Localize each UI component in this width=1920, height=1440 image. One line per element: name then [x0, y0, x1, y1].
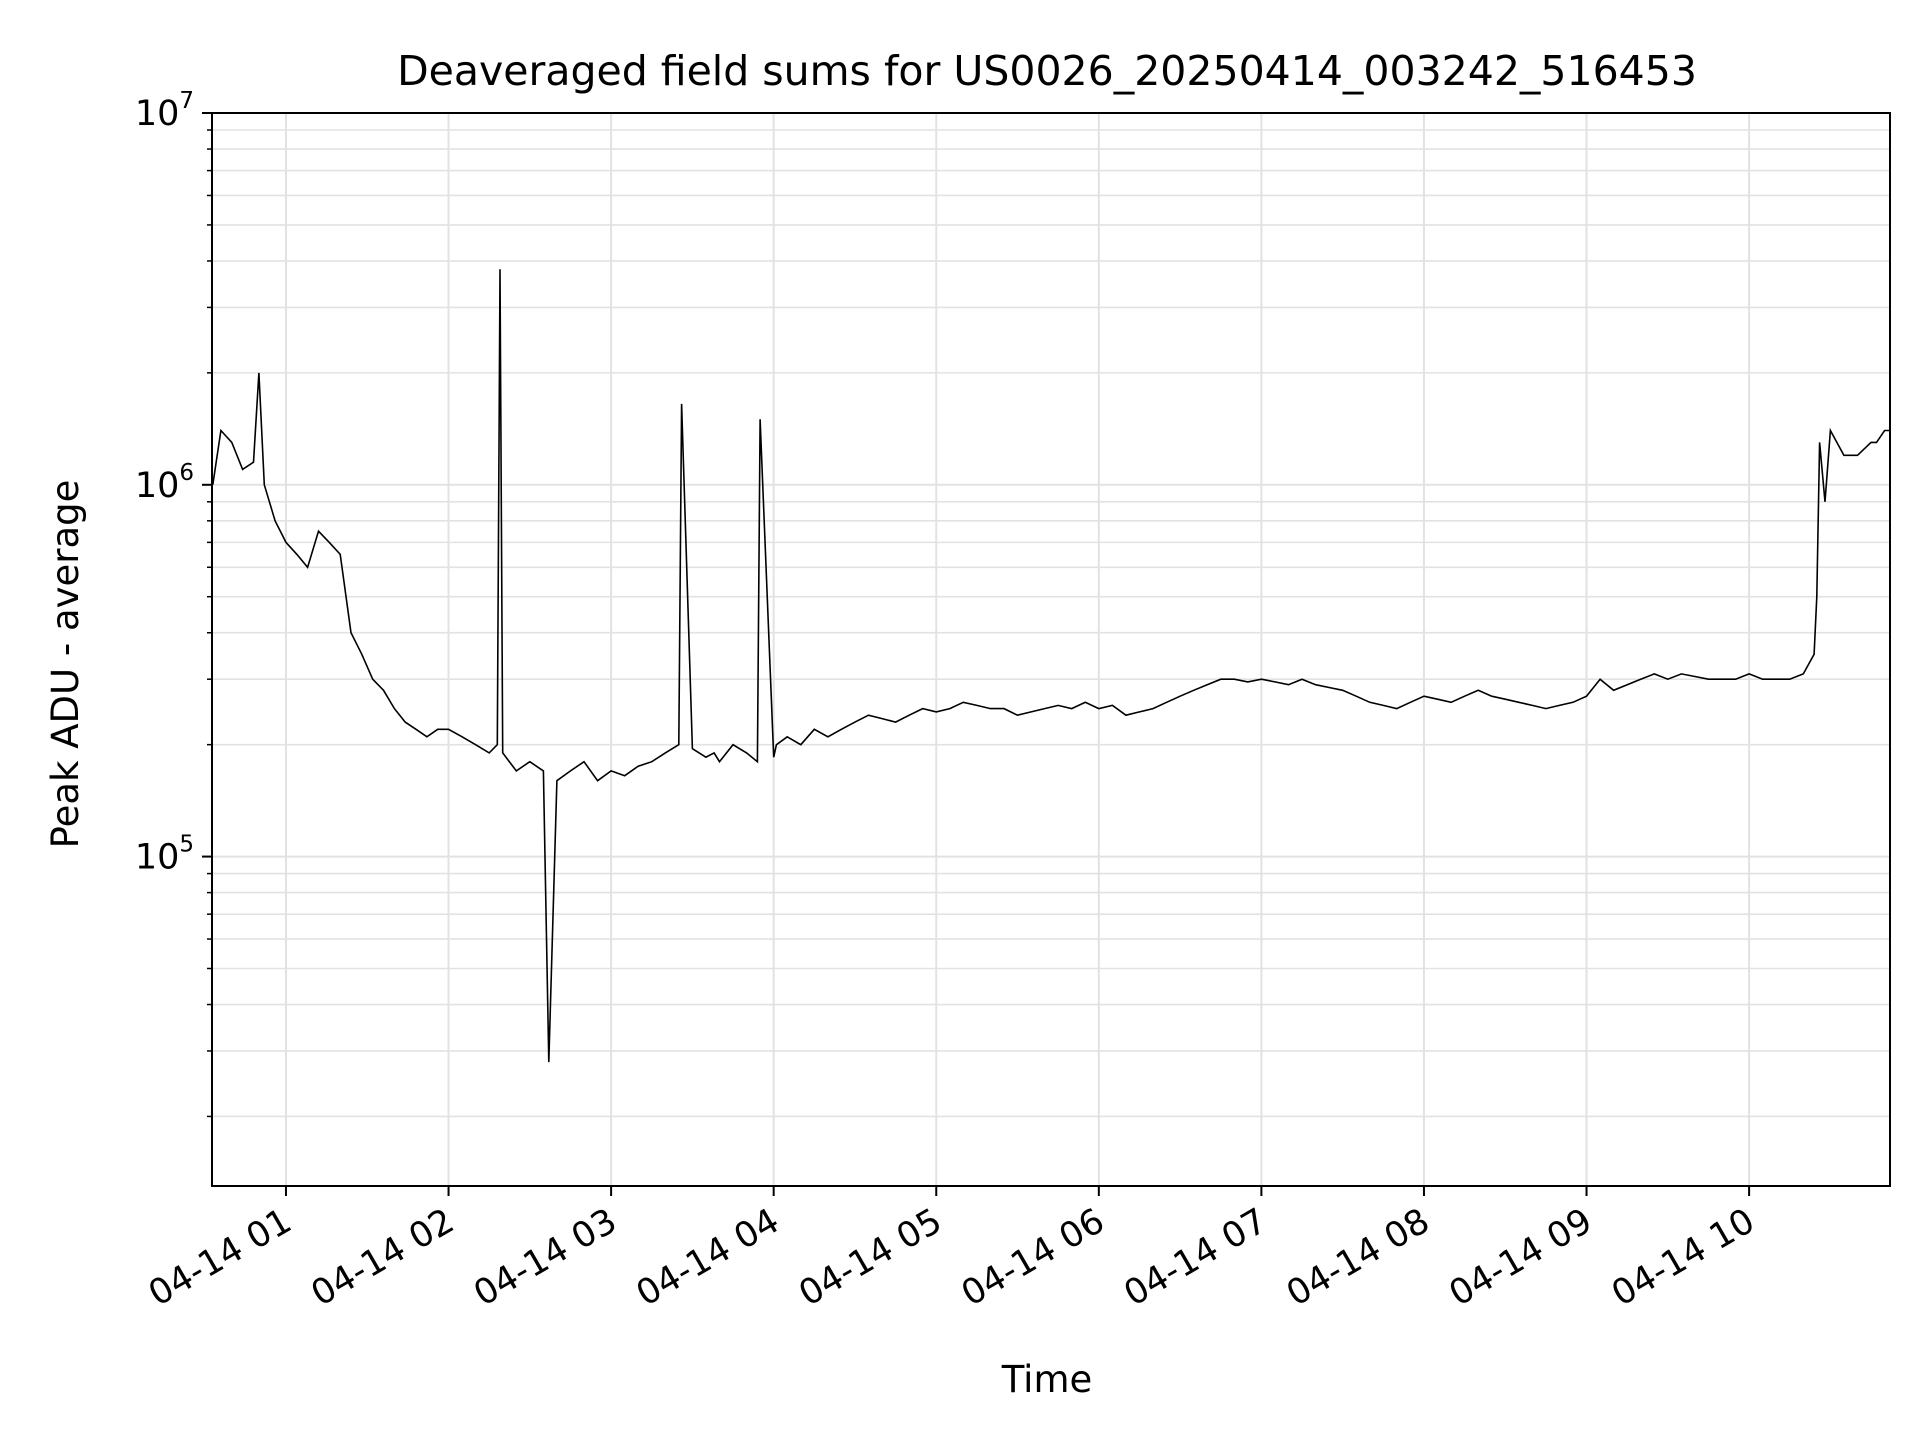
- series-line: [212, 269, 1890, 1063]
- x-axis-label: Time: [1001, 1358, 1093, 1401]
- y-axis-label: Peak ADU - average: [44, 480, 87, 849]
- y-tick-label: 107: [135, 88, 194, 134]
- chart-title: Deaveraged field sums for US0026_2025041…: [397, 47, 1697, 95]
- y-tick-label: 106: [135, 460, 194, 506]
- data-line-group: [212, 269, 1890, 1063]
- plot-frame: [211, 112, 1891, 1187]
- grid: [212, 112, 1890, 1186]
- y-tick-label: 105: [135, 832, 194, 878]
- y-axis: 105 106 107: [135, 88, 212, 1118]
